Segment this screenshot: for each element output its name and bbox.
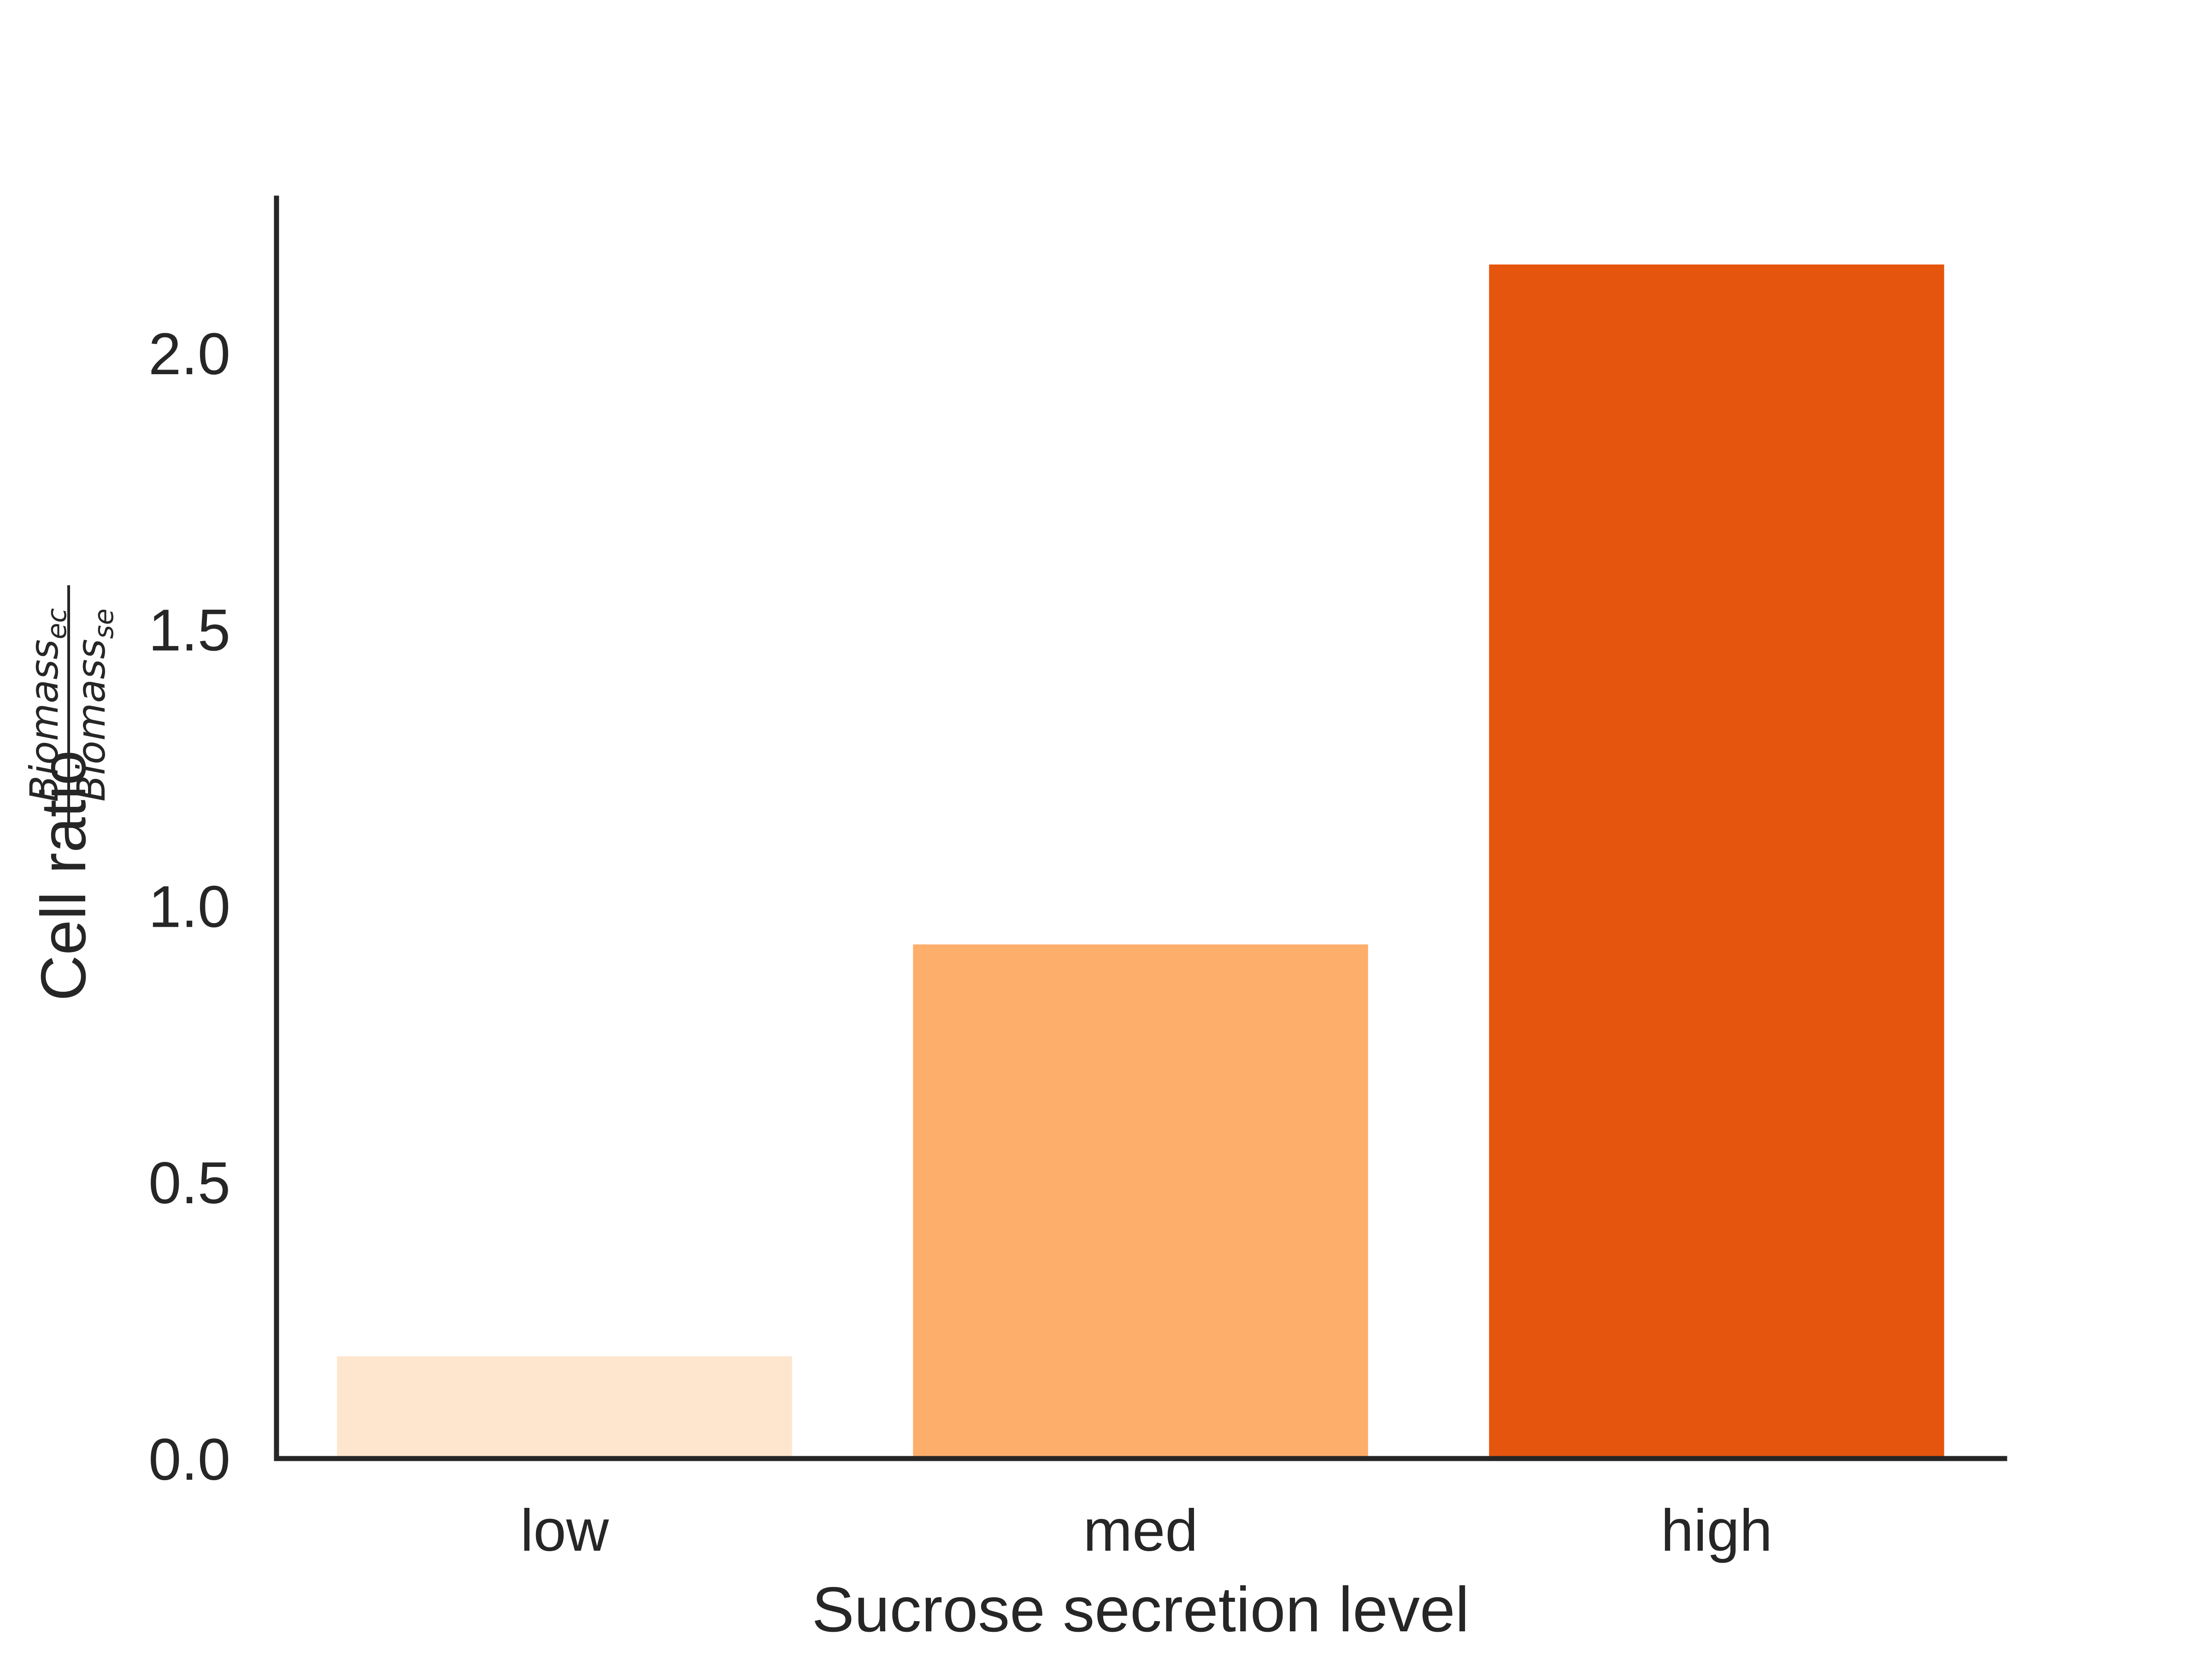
x-ticks: low med high — [520, 1498, 1772, 1564]
y-axis-fraction-numerator: Biomassec — [22, 608, 72, 802]
numerator-text: Biomass — [22, 639, 67, 802]
y-ticks: 0.0 0.5 1.0 1.5 2.0 — [148, 321, 230, 1493]
x-tick-label-high: high — [1661, 1498, 1772, 1564]
y-axis-fraction-denominator: Biomassse — [69, 608, 119, 801]
y-tick-label-2.0: 2.0 — [148, 321, 230, 387]
bar-low — [337, 1356, 792, 1459]
denominator-subscript: se — [88, 608, 119, 639]
bar-med — [913, 944, 1368, 1459]
y-tick-label-0.0: 0.0 — [148, 1427, 230, 1493]
bar-high — [1489, 264, 1944, 1459]
y-axis-fraction: Biomassec Biomassse — [22, 585, 119, 825]
x-axis-title: Sucrose secretion level — [812, 1574, 1470, 1645]
numerator-subscript: ec — [41, 608, 72, 640]
bars-layer — [337, 264, 1944, 1459]
y-tick-label-1.0: 1.0 — [148, 874, 230, 940]
x-tick-label-low: low — [520, 1498, 609, 1564]
y-axis-title-prefix: Cell ratio — [28, 750, 99, 1001]
denominator-text: Biomass — [69, 639, 114, 801]
y-tick-label-0.5: 0.5 — [148, 1150, 230, 1216]
y-axis-title: Cell ratio Biomassec Biomassse — [22, 585, 119, 1001]
y-tick-label-1.5: 1.5 — [148, 598, 230, 664]
x-tick-label-med: med — [1083, 1498, 1198, 1564]
